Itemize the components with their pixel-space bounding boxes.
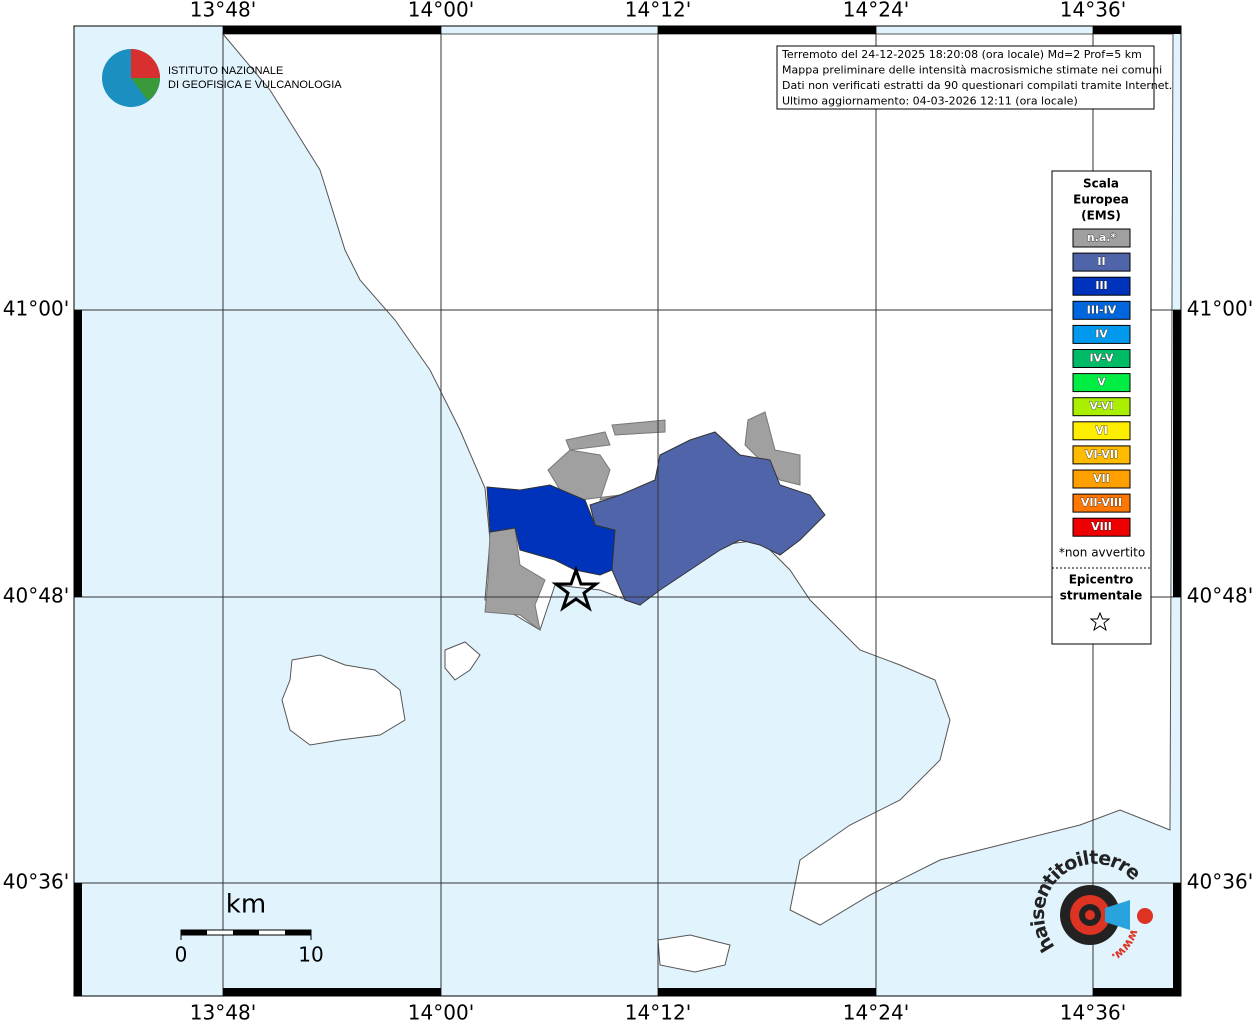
legend-label: n.a.* bbox=[1087, 231, 1117, 244]
info-line: Mappa preliminare delle intensità macros… bbox=[782, 64, 1162, 77]
logo-text: ISTITUTO NAZIONALE bbox=[168, 65, 283, 77]
scale-label: 10 bbox=[298, 943, 323, 967]
legend-swatch bbox=[1072, 493, 1131, 513]
ischia bbox=[281, 654, 406, 746]
info-line: Terremoto del 24-12-2025 18:20:08 (ora l… bbox=[781, 48, 1142, 61]
legend-label: VI-VII bbox=[1085, 448, 1118, 461]
legend-swatch bbox=[1072, 373, 1131, 393]
legend-swatch bbox=[1072, 228, 1131, 248]
legend-swatch bbox=[1072, 421, 1131, 441]
scale-bar: km 0 10 bbox=[175, 890, 324, 967]
legend-star bbox=[1089, 611, 1111, 632]
lat-label: 40°48' bbox=[3, 584, 69, 608]
legend-title: Scala bbox=[1083, 177, 1119, 191]
lat-label: 40°36' bbox=[3, 870, 69, 894]
lon-label: 14°24' bbox=[843, 0, 909, 22]
lat-label: 41°00' bbox=[3, 297, 69, 321]
lon-label: 13°48' bbox=[190, 1001, 256, 1025]
capri bbox=[657, 934, 731, 973]
legend-title: Europea bbox=[1073, 193, 1129, 207]
ingv-logo: ISTITUTO NAZIONALE DI GEOFISICA E VULCAN… bbox=[102, 49, 342, 107]
scale-unit: km bbox=[226, 890, 266, 920]
legend-title: (EMS) bbox=[1081, 209, 1121, 223]
legend-swatch bbox=[1072, 300, 1131, 320]
legend-label: III-IV bbox=[1087, 303, 1117, 316]
legend-swatch bbox=[1072, 252, 1131, 272]
legend-note: *non avvertito bbox=[1059, 546, 1145, 560]
legend-swatch bbox=[1072, 469, 1131, 489]
lat-label: 40°36' bbox=[1187, 870, 1253, 894]
legend-label: III bbox=[1095, 279, 1107, 292]
lat-label: 40°48' bbox=[1187, 584, 1253, 608]
legend-swatch bbox=[1072, 324, 1131, 344]
info-box bbox=[776, 45, 1155, 110]
lon-label: 13°48' bbox=[190, 0, 256, 22]
legend-swatch bbox=[1072, 517, 1131, 537]
lon-label: 14°00' bbox=[408, 1001, 474, 1025]
legend-label: VI bbox=[1095, 424, 1108, 437]
legend-label: VII bbox=[1093, 472, 1110, 485]
logo-text: DI GEOFISICA E VULCANOLOGIA bbox=[168, 79, 342, 91]
legend-swatch bbox=[1072, 349, 1131, 368]
lon-label: 14°00' bbox=[408, 0, 474, 22]
lon-label: 14°24' bbox=[843, 1001, 909, 1025]
lon-label: 14°36' bbox=[1060, 1001, 1126, 1025]
legend-swatch bbox=[1072, 397, 1131, 417]
epicenter bbox=[551, 565, 601, 612]
legend-label: V bbox=[1097, 376, 1106, 389]
scale-label: 0 bbox=[175, 943, 188, 967]
legend-swatch bbox=[1072, 445, 1131, 465]
lon-label: 14°12' bbox=[625, 0, 691, 22]
frame-bars bbox=[74, 26, 1181, 996]
legend-label: V-VI bbox=[1089, 400, 1113, 413]
legend-epicenter: Epicentro bbox=[1069, 573, 1134, 587]
legend-label: IV bbox=[1095, 327, 1108, 340]
regions bbox=[484, 411, 826, 632]
legend-label: VIII bbox=[1091, 520, 1112, 533]
legend-label: IV-V bbox=[1089, 352, 1114, 365]
lon-label: 14°36' bbox=[1060, 0, 1126, 22]
legend-epicenter: strumentale bbox=[1060, 589, 1143, 603]
info-line: Dati non verificati estratti da 90 quest… bbox=[782, 79, 1172, 92]
legend-label: VII-VIII bbox=[1081, 496, 1122, 509]
lat-label: 41°00' bbox=[1187, 297, 1253, 321]
procida bbox=[444, 641, 481, 681]
legend-swatch bbox=[1072, 276, 1131, 296]
legend-label: II bbox=[1097, 255, 1105, 268]
lon-label: 14°12' bbox=[625, 1001, 691, 1025]
info-line: Ultimo aggiornamento: 04-03-2026 12:11 (… bbox=[782, 95, 1078, 108]
